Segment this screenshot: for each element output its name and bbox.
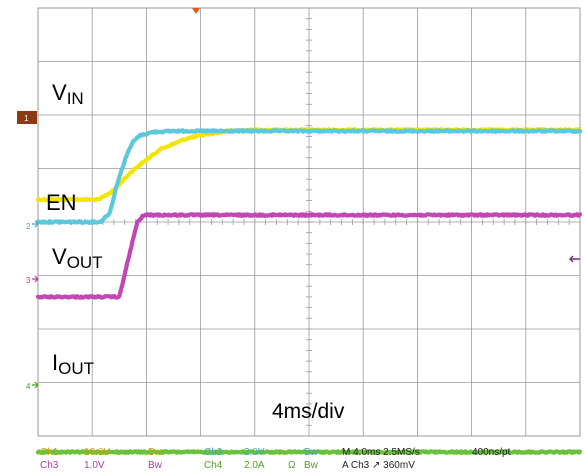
ch3-status-name: Ch3	[40, 460, 59, 471]
ch1-ground-marker: 1	[17, 111, 37, 124]
vout-label: VOUT	[52, 244, 103, 272]
vin-label: VIN	[52, 80, 84, 108]
ch3-marker-label: 3	[26, 276, 31, 285]
ch2-marker-label: 2	[26, 222, 31, 231]
ch1-status-name: Ch1	[40, 447, 59, 458]
ch2-bw-flag: Bw	[304, 447, 319, 458]
ch4-marker-label: 4	[26, 382, 31, 391]
graticule	[37, 7, 581, 437]
trace-en	[35, 128, 583, 225]
timebase-label: 4ms/div	[272, 400, 345, 423]
ch3-ground-marker: 3	[26, 275, 39, 285]
en-label: EN	[46, 190, 77, 215]
ch4-status-name: Ch4	[204, 460, 223, 471]
trigger-position-marker	[192, 8, 200, 14]
ch2-ground-marker: 2	[26, 220, 39, 231]
horizontal-settings: M 4.0ms 2.5MS/s	[342, 447, 420, 458]
ch1-bw-flag: Bw	[148, 447, 163, 458]
ch4-scale: 2.0A	[244, 460, 265, 471]
ch1-marker-label: 1	[24, 114, 29, 123]
ch2-status-name: Ch2	[204, 447, 223, 458]
ch1-scale: 10.0V	[84, 447, 110, 458]
trace-vout	[35, 212, 583, 300]
ch3-bw-flag: Bw	[148, 460, 163, 471]
trace-labels: VIN EN VOUT IOUT	[46, 80, 103, 378]
ch4-ohm-flag: Ω	[288, 460, 296, 471]
ch3-scale: 1.0V	[84, 460, 105, 471]
trigger-level-marker	[569, 255, 580, 263]
channel-markers: 1 2 3 4	[17, 8, 580, 391]
ch4-ground-marker: 4	[26, 381, 39, 391]
ch2-scale: 2.0V	[244, 447, 265, 458]
iout-label: IOUT	[52, 350, 94, 378]
traces	[35, 127, 583, 455]
trace-iout	[35, 449, 583, 455]
ch4-bw-flag: Bw	[304, 460, 319, 471]
record-resolution: 400ns/pt	[472, 447, 511, 458]
status-bar: Ch1 10.0V Bw Ch2 2.0V Bw M 4.0ms 2.5MS/s…	[40, 447, 511, 471]
trigger-settings: A Ch3 ↗ 360mV	[342, 460, 415, 471]
